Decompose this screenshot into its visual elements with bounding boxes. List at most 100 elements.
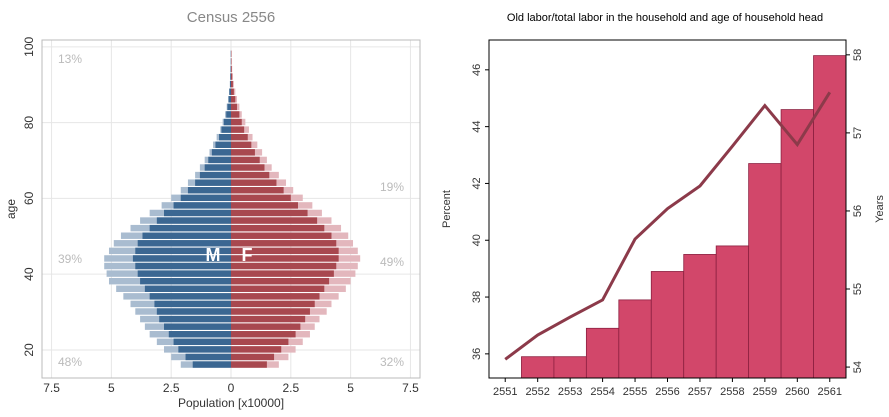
y-tick-label: 80 [22,116,36,130]
y-tick-label: 36 [471,348,483,360]
share-annotation: 48% [58,355,82,369]
bar [619,300,651,378]
share-annotation: 19% [380,180,404,194]
bar [231,301,315,307]
bar [231,323,300,329]
bar [174,202,231,208]
bar [231,164,264,170]
share-annotation: 13% [58,52,82,66]
bar [159,316,231,322]
bar [231,225,324,231]
bar [224,119,231,125]
bar [231,126,244,132]
bar [164,323,231,329]
y2-tick-label: 54 [852,361,864,373]
bar [231,104,237,110]
share-annotation: 39% [58,252,82,266]
bar [231,119,242,125]
x-tick-label: 0 [228,381,235,395]
y-tick-label: 38 [471,291,483,303]
bar [231,157,260,163]
bar [157,217,231,223]
bar [154,301,231,307]
y2-tick-label: 55 [852,283,864,295]
x-tick-label: 2556 [655,386,679,398]
bar [193,361,231,367]
bar [231,66,232,72]
bar [221,126,231,132]
bar [226,111,231,117]
x-tick-label: 5 [108,381,115,395]
y2-tick-label: 56 [852,205,864,217]
bar [231,134,248,140]
side-label: M [206,245,221,265]
bar [684,254,716,378]
share-annotation: 49% [380,255,404,269]
bar [231,202,298,208]
x-tick-label: 5 [347,381,354,395]
bar [231,195,291,201]
side-label: F [242,245,253,265]
y-tick-label: 42 [471,177,483,189]
bar [142,232,231,238]
bar [231,217,317,223]
bar [716,246,748,378]
bar [229,89,231,95]
bar [164,210,231,216]
y-axis-label: Percent [441,190,453,228]
bar [157,308,231,314]
chart-title: Census 2556 [187,9,275,26]
x-tick-label: 2551 [493,386,517,398]
y-axis-label: age [4,199,18,219]
x-tick-label: 2555 [623,386,647,398]
bar [231,89,234,95]
x-tick-label: 2553 [558,386,582,398]
y-tick-label: 100 [22,36,36,56]
bar [219,134,231,140]
bar [814,56,846,378]
x-tick-label: 2554 [590,386,614,398]
bar [231,73,232,79]
y-tick-label: 40 [22,267,36,281]
y2-tick-label: 57 [852,127,864,139]
bar [231,96,235,102]
x-tick-label: 2.5 [282,381,299,395]
x-tick-label: 7.5 [43,381,60,395]
bar [521,357,553,378]
bar [231,111,239,117]
x-tick-label: 2559 [753,386,777,398]
bar [140,278,231,284]
x-tick-label: 2552 [525,386,549,398]
bar [200,172,231,178]
share-annotation: 32% [380,355,404,369]
bar [231,270,334,276]
bar [781,110,813,378]
bar [231,232,331,238]
bar [229,96,231,102]
bar [230,81,231,87]
y-tick-label: 44 [471,121,483,133]
y-tick-label: 20 [22,343,36,357]
bar [174,339,231,345]
bar [138,270,231,276]
bar [554,357,586,378]
bar [586,328,618,378]
bar [231,339,288,345]
bar [150,293,231,299]
x-axis-label: Population [x10000] [178,396,284,410]
bar [145,286,231,292]
y-tick-label: 40 [471,234,483,246]
chart-title: Old labor/total labor in the household a… [507,12,823,24]
bar [178,346,231,352]
bar [231,278,329,284]
bar [208,157,231,163]
bar [231,179,276,185]
bar [231,308,310,314]
bar [215,142,231,148]
x-tick-label: 2561 [818,386,842,398]
y2-axis-label: Years [874,195,886,223]
x-tick-label: 2.5 [163,381,180,395]
bar [231,172,269,178]
